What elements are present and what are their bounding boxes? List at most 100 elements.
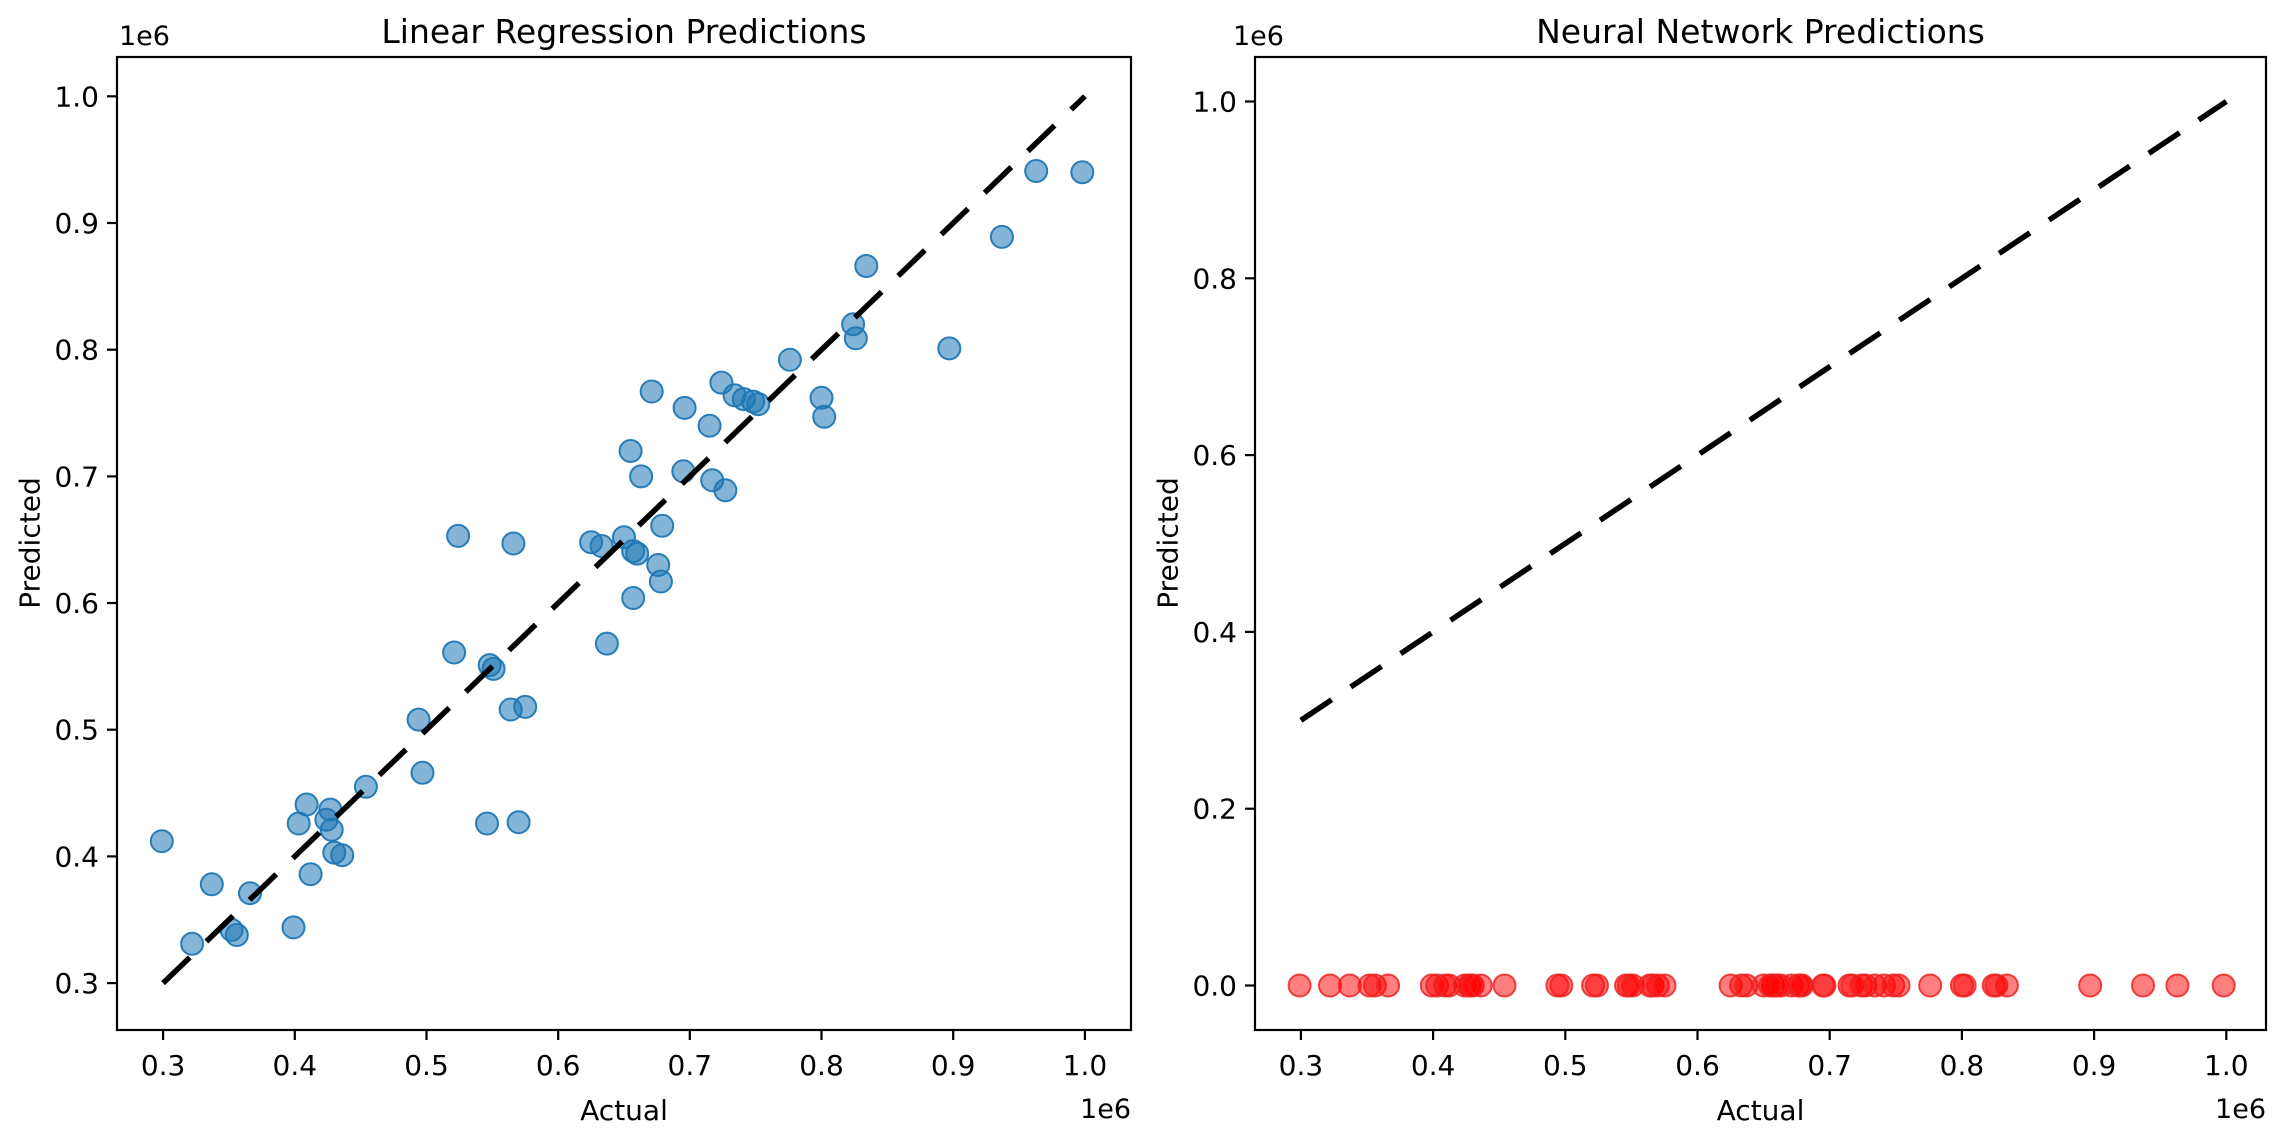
x-axis-label-right: Actual [1716,1094,1805,1127]
scatter-point [2211,973,2236,998]
x-tick-label: 0.3 [1279,1049,1324,1082]
scatter-point [2165,973,2190,998]
x-tick-label: 0.3 [141,1049,186,1082]
x-tick-label: 1.0 [2204,1049,2249,1082]
scatter-point [843,326,868,351]
y-tick-label: 0.7 [54,460,99,493]
y-tick-label: 0.9 [54,207,99,240]
scatter-point [1918,973,1943,998]
scatter-point [281,915,306,940]
scatter-point [589,534,614,558]
y-tick-label: 0.5 [54,714,99,747]
y-tick-label: 0.2 [1192,793,1237,826]
scatter-point [506,810,531,835]
scatter-point [1585,973,1609,998]
y-axis-offset-text-right: 1e6 [1233,21,1284,52]
x-tick-label: 0.4 [273,1049,318,1082]
x-tick-label: 0.8 [799,1049,844,1082]
scatter-point [1376,973,1401,998]
scatter-point [1994,973,2019,998]
y-tick-label: 1.0 [1192,86,1237,119]
scatter-point [621,586,646,610]
x-tick-label: 0.5 [1543,1049,1588,1082]
y-axis-offset-text-left: 1e6 [119,21,170,52]
scatter-point [1287,973,1312,998]
x-tick-label: 1.0 [1063,1049,1108,1082]
scatter-point [410,760,435,785]
x-axis-offset-text-right: 1e6 [2215,1094,2266,1125]
x-tick-label: 0.7 [668,1049,713,1082]
x-tick-label: 0.6 [1675,1049,1720,1082]
y-tick-label: 0.6 [1192,439,1237,472]
scatter-point [713,478,738,503]
scatter-point [1468,973,1493,998]
scatter-point [238,881,262,906]
scatter-point [513,694,538,719]
x-tick-label: 0.7 [1807,1049,1852,1082]
y-tick-label: 0.0 [1192,970,1237,1003]
scatter-point [1337,973,1362,998]
x-tick-label: 0.6 [536,1049,581,1082]
scatter-point [648,569,673,594]
scatter-point [594,631,619,656]
y-tick-label: 0.6 [54,587,99,620]
scatter-point [629,464,654,489]
scatter-point [1070,160,1095,185]
scatter-point [697,413,722,438]
axes-border [115,55,1133,1032]
scatter-point [330,843,355,868]
y-tick-label: 0.3 [54,967,99,1000]
scatter-point [1886,973,1911,998]
scatter-point [937,336,962,361]
chart-title-neural-network: Neural Network Predictions [1536,12,1985,51]
scatter-point [650,513,675,538]
scatter-point [639,379,664,404]
scatter-point [298,862,323,887]
x-tick-label: 0.8 [1940,1049,1985,1082]
scatter-point [625,541,650,566]
scatter-point [2131,973,2155,998]
y-axis-label-right: Predicted [1151,477,1185,609]
scatter-point [319,817,344,842]
chart-title-linear-regression: Linear Regression Predictions [381,12,867,51]
scatter-point [1789,973,1814,998]
scatter-point [1952,973,1977,998]
scatter-point [2078,973,2103,998]
scatter-point [406,707,431,732]
scatter-point [475,811,499,836]
scatter-point [442,640,467,665]
scatter-point [746,392,771,417]
scatter-point [199,872,224,897]
x-axis-offset-text-left: 1e6 [1080,1094,1131,1125]
scatter-point [1492,973,1517,998]
y-tick-label: 0.8 [1192,262,1237,295]
x-axis-label-left: Actual [580,1094,668,1127]
x-tick-label: 0.4 [1411,1049,1456,1082]
scatter-point [989,224,1014,249]
scatter-point [1652,973,1677,998]
scatter-point [294,792,319,817]
y-tick-label: 0.4 [1192,616,1237,649]
scatter-point [501,531,526,556]
scatter-point [1549,973,1574,998]
scatter-point [1812,973,1837,998]
x-tick-label: 0.9 [2072,1049,2117,1082]
scatter-point [854,254,879,278]
scatter-point [777,347,802,372]
scatter-point [672,395,697,420]
y-axis-label-left: Predicted [13,477,47,609]
y-tick-label: 1.0 [54,80,99,113]
scatter-point [149,829,174,854]
scatter-point [224,923,249,947]
scatter-point [180,931,205,956]
identity-line [1299,99,2228,723]
y-tick-label: 0.4 [54,840,99,873]
scatter-point [1318,973,1342,998]
scatter-point [446,523,471,548]
scatter-point [1758,973,1783,998]
scatter-point [618,439,643,463]
scatter-point [812,404,837,429]
